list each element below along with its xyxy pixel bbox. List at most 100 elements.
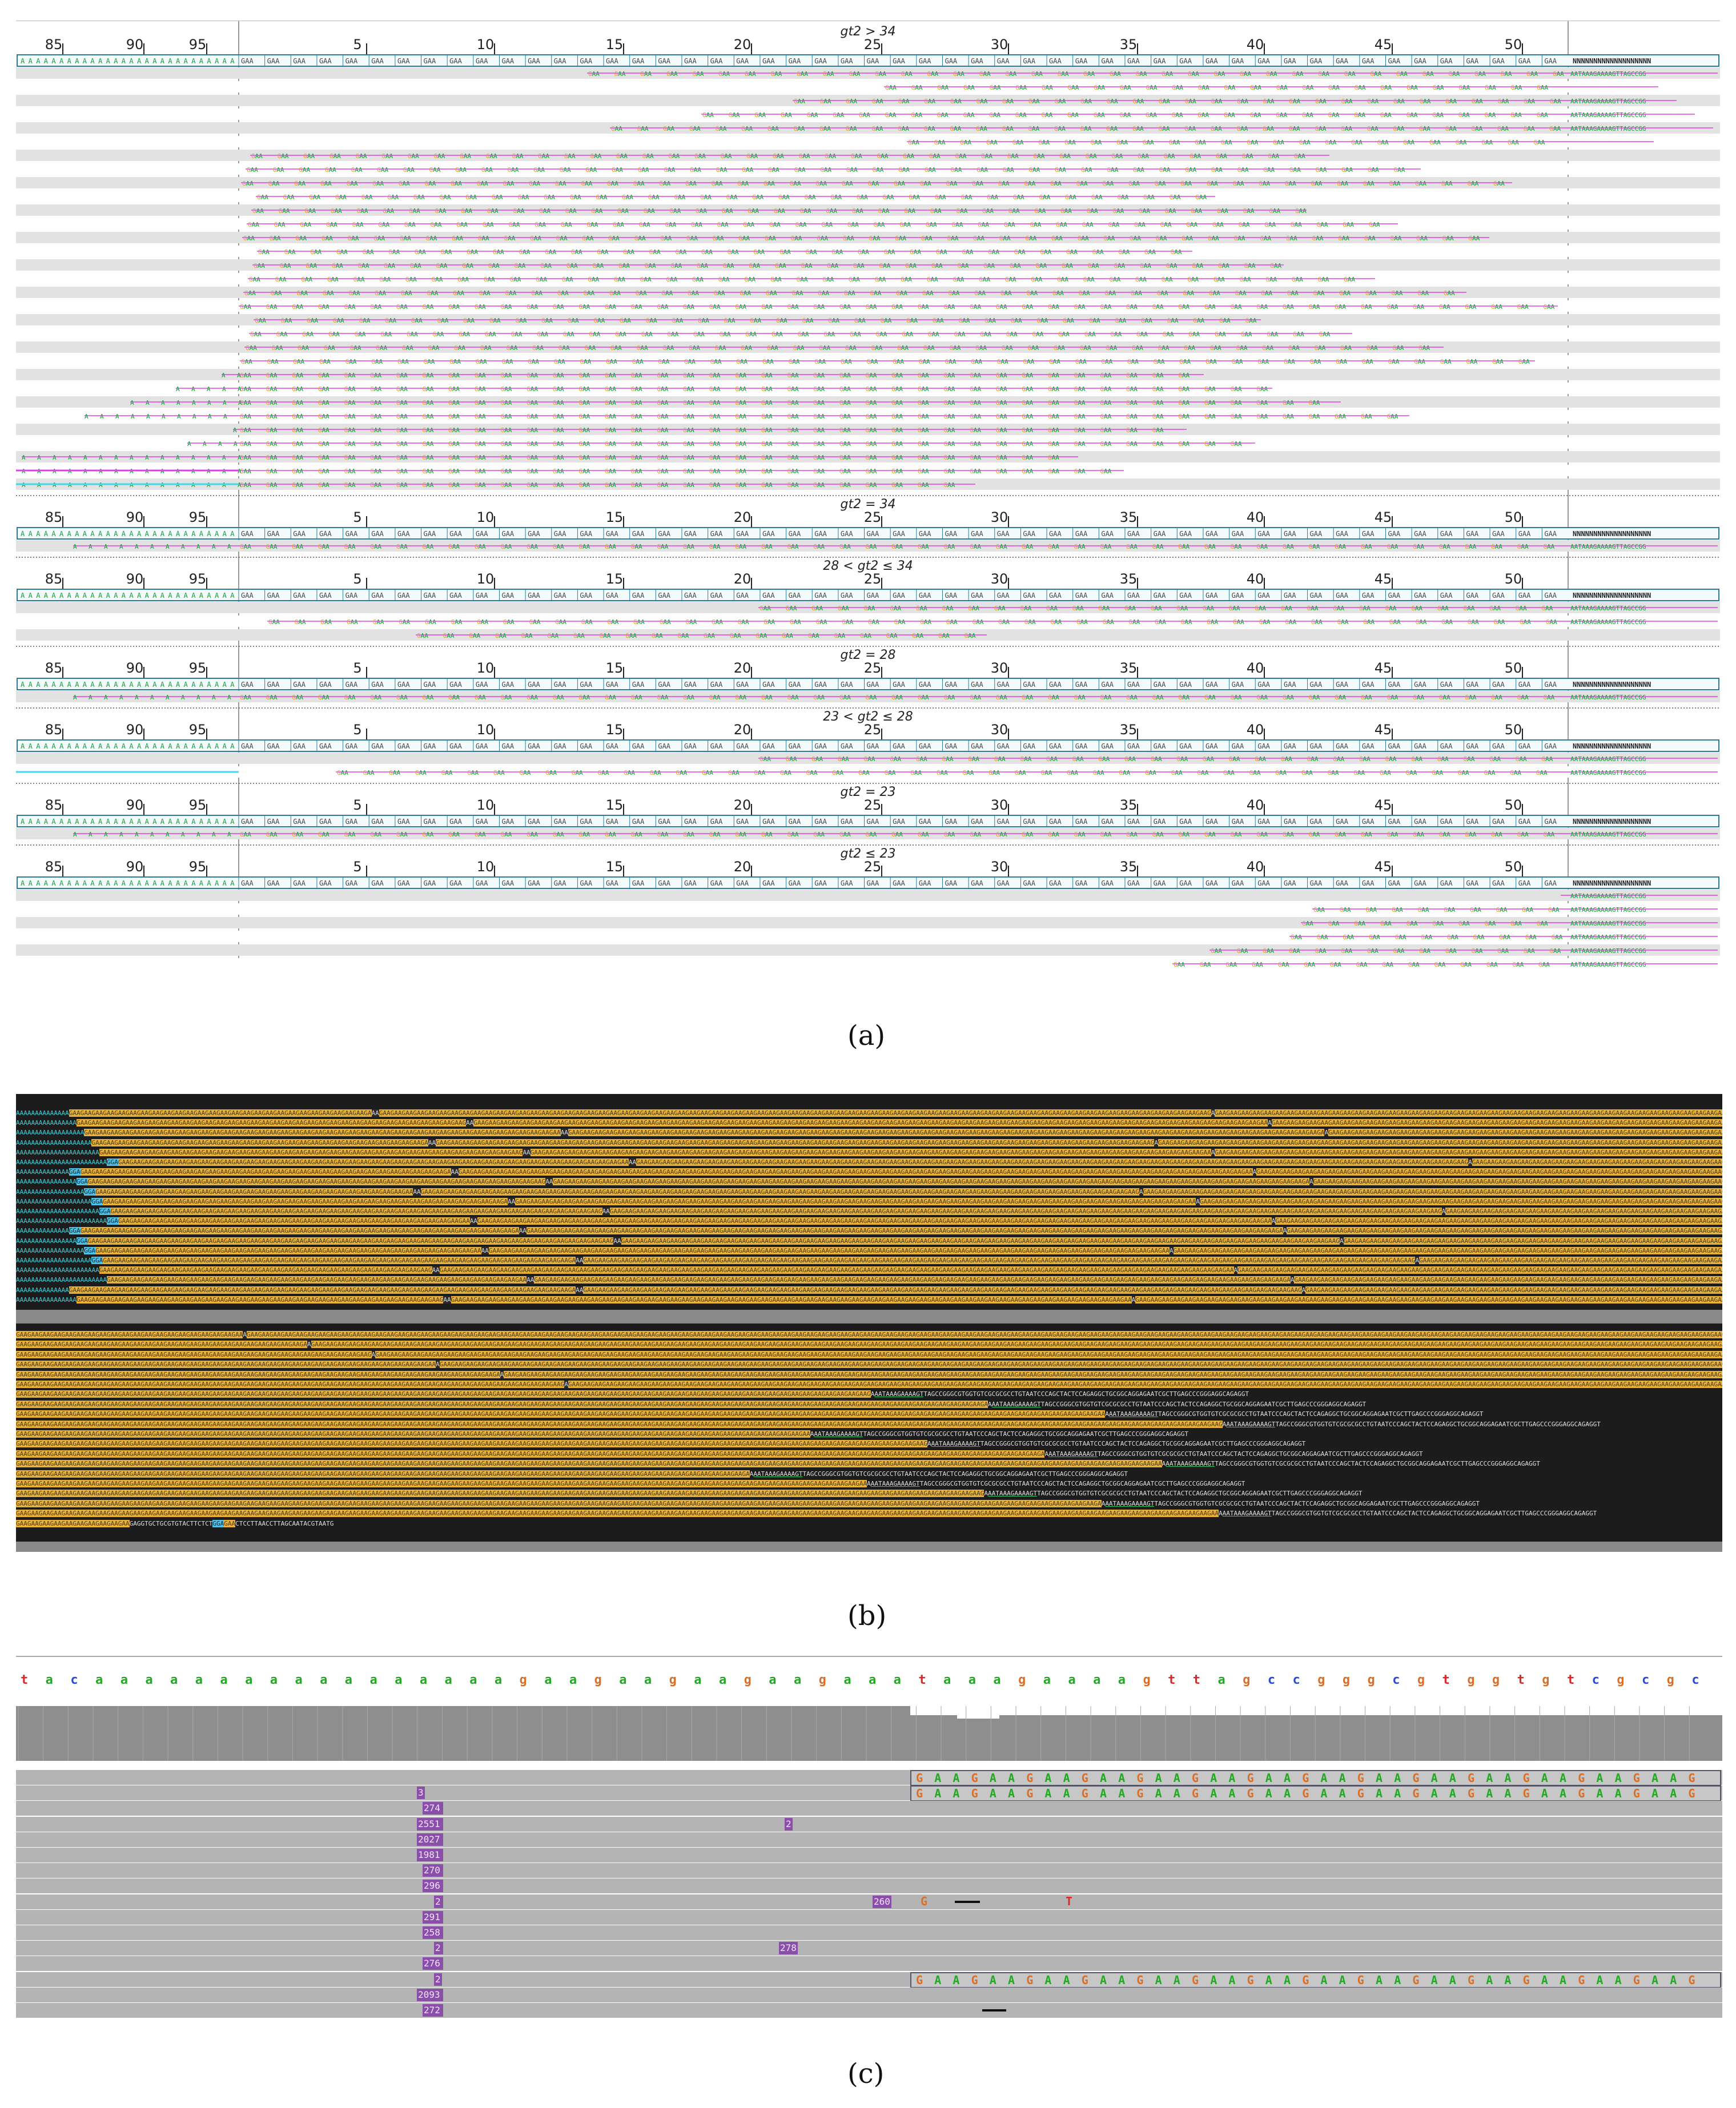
reference-base: g <box>744 1673 752 1687</box>
read-unit: GAA <box>1111 152 1123 160</box>
ref-base-a: A <box>114 530 118 538</box>
read-base: A <box>1284 1973 1291 1987</box>
ref-repeat-unit: GAA <box>632 742 645 750</box>
reference-base: a <box>220 1673 228 1687</box>
read-unit: GAA <box>448 427 460 434</box>
read-unit: GAA <box>1117 194 1128 201</box>
panel-b-read-row: AAAAAAAAAAAAAAAAGGAGAAGAAGAAGAAGAAGAAGAA… <box>16 1177 1722 1186</box>
ref-repeat-unit: GAA <box>580 742 592 750</box>
read-unit: GAA <box>1128 180 1140 187</box>
read-unit: GAA <box>631 303 642 311</box>
ref-repeat-unit: GAA <box>867 530 879 538</box>
read-unit: GAA <box>612 166 623 174</box>
read-unit: GAA <box>996 413 1007 420</box>
read-unit: GAA <box>454 344 465 352</box>
ref-repeat-unit: GAA <box>658 818 670 826</box>
read-unit: GAA <box>839 481 851 489</box>
ref-repeat-unit: GAA <box>710 57 723 65</box>
read-unit: GAA <box>842 618 853 626</box>
read-unit: GAA <box>448 481 460 489</box>
read-unit: GAA <box>1395 934 1407 941</box>
read-polyA-base: A <box>207 454 211 461</box>
read-unit: GAA <box>299 166 310 174</box>
read-unit: GAA <box>1231 543 1242 550</box>
read-unit: GAA <box>530 235 541 242</box>
read-unit: GAA <box>825 152 836 160</box>
read-unit: GAA <box>970 468 981 475</box>
read-unit: GAA <box>998 618 1010 626</box>
read-unit: GAA <box>273 166 284 174</box>
read-unit: GAA <box>1341 947 1352 955</box>
read-unit: GAA <box>448 543 460 550</box>
read-unit: GAA <box>607 618 618 626</box>
gaa-repeat: GAAGAAGAAGAAGAAGAAGAAGAAGAAGAAGAAGAAGAAG… <box>16 1390 871 1398</box>
read-unit: GAA <box>1293 331 1304 338</box>
read-polyA-base: A <box>238 454 242 461</box>
ref-base-a: A <box>122 592 126 600</box>
read-unit: GAA <box>943 427 955 434</box>
read-unit: GAA <box>514 262 525 269</box>
read-unit: GAA <box>456 221 468 228</box>
ref-base-a: A <box>29 879 33 887</box>
ref-base-a: A <box>137 681 142 689</box>
read-unit: GAA <box>540 262 552 269</box>
read-unit: GAA <box>1335 694 1346 701</box>
cyan-unit: GGA <box>212 1519 224 1527</box>
read-unit: GAA <box>955 152 966 160</box>
read-unit: GAA <box>558 344 570 352</box>
read-unit: GAA <box>266 694 278 701</box>
read-unit: GAA <box>457 276 469 283</box>
read-unit: GAA <box>697 262 708 269</box>
ref-repeat-unit: GAA <box>1179 592 1192 600</box>
ref-repeat-unit: GAA <box>919 742 931 750</box>
read-unit: GAA <box>1231 440 1242 448</box>
read-unit: GAA <box>240 372 251 379</box>
read-unit: GAA <box>954 331 965 338</box>
read-unit: GAA <box>761 427 773 434</box>
flank-sequence: A <box>1218 1510 1223 1518</box>
read-unit: GAA <box>1208 235 1219 242</box>
read-unit: GAA <box>947 235 958 242</box>
read-unit: GAA <box>1126 543 1138 550</box>
read-unit: GAA <box>1245 317 1257 324</box>
read-unit: GAA <box>847 221 859 228</box>
read-unit: GAA <box>620 317 631 324</box>
ref-repeat-unit: GAA <box>449 681 462 689</box>
read-unit: GAA <box>1157 289 1168 297</box>
ref-base-a: A <box>184 592 188 600</box>
read-unit: GAA <box>527 543 538 550</box>
read-unit: GAA <box>1385 755 1397 763</box>
ref-repeat-unit: GAA <box>1127 681 1140 689</box>
read-polyA-base: A <box>166 543 170 550</box>
ref-base-a: A <box>152 818 157 826</box>
read-polyA-base: A <box>196 694 200 701</box>
read-unit: GAA <box>1278 961 1289 968</box>
read-unit: GAA <box>389 769 400 777</box>
cyan-unit: GGA <box>91 1257 103 1264</box>
read-unit: GAA <box>1080 125 1092 132</box>
read-unit: GAA <box>344 440 356 448</box>
read-unit: GAA <box>1263 125 1274 132</box>
group-title-3: gt2 = 28 <box>840 648 895 662</box>
read-unit: GAA <box>1152 694 1164 701</box>
interruption: A <box>1233 1266 1238 1274</box>
read-unit: GAA <box>1244 262 1256 269</box>
read-unit: GAA <box>337 769 348 777</box>
read-unit: GAA <box>328 331 340 338</box>
read-base: A <box>1376 1973 1383 1987</box>
read-base: G <box>1688 1787 1695 1801</box>
read-unit: GAA <box>1396 70 1408 78</box>
read-unit: GAA <box>1463 755 1474 763</box>
read-unit: GAA <box>1541 755 1553 763</box>
read-unit: GAA <box>1336 358 1347 365</box>
ref-repeat-unit: GAA <box>319 57 332 65</box>
read-unit: GAA <box>794 125 805 132</box>
read-unit: GAA <box>659 180 670 187</box>
gaa-repeat: GAAGAAGAAGAAGAAGAAGAAGAAGAAGAAGAAGAAGAAG… <box>95 1246 481 1254</box>
read-unit: GAA <box>475 427 486 434</box>
read-unit: GAA <box>839 440 851 448</box>
ref-repeat-unit: GAA <box>658 742 670 750</box>
reference-base: a <box>494 1673 503 1687</box>
ref-repeat-unit: GAA <box>1492 57 1505 65</box>
